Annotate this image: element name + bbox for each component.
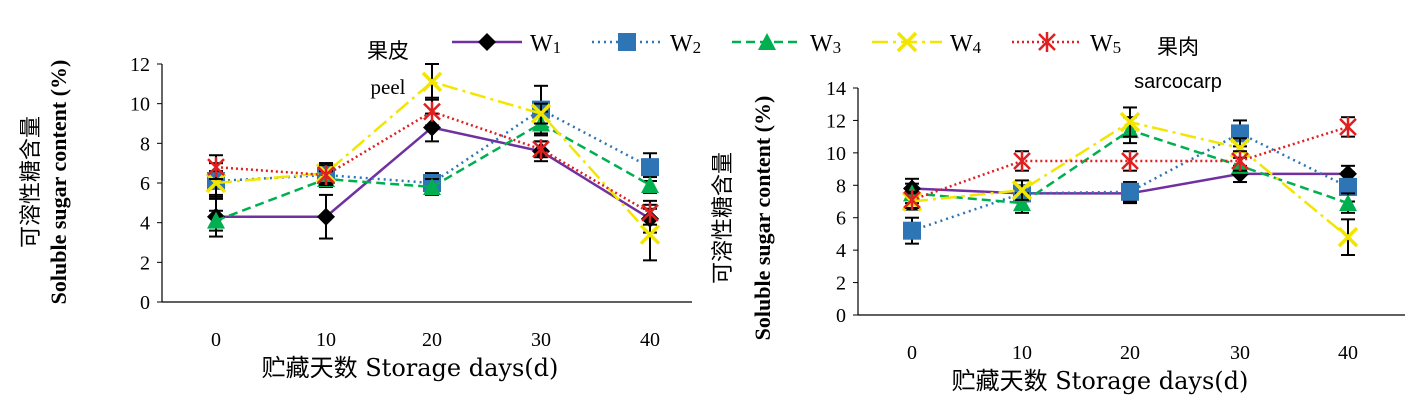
sarcocarp-W5-point-1	[1013, 150, 1031, 171]
peel-ytick-label-4: 8	[140, 133, 150, 155]
peel-ylabel-en: Soluble sugar content (%)	[46, 60, 71, 305]
legend-label-4: W4	[950, 31, 982, 57]
sarcocarp-series-W5	[903, 116, 1357, 210]
sarcocarp-xlabel: 贮藏天数 Storage days(d)	[952, 367, 1249, 395]
sarcocarp-W4-point-1	[1011, 179, 1033, 201]
peel-W5-point-2	[423, 101, 441, 122]
peel-series-W5	[207, 96, 659, 226]
peel-ytick-label-2: 4	[140, 213, 150, 235]
sarcocarp-xtick-label-2: 20	[1120, 342, 1140, 364]
legend-entry-1: W1	[452, 31, 561, 57]
peel-W4-point-0	[205, 172, 227, 194]
peel-W5-line	[215, 110, 651, 214]
legend-entry-4: W4	[872, 31, 982, 57]
peel-W3-point-4	[641, 175, 659, 193]
chart-sarcocarp: 可溶性糖含量 Soluble sugar content (%) 果肉 sarc…	[711, 35, 1405, 395]
peel-W4-line	[215, 80, 651, 236]
peel-xtick-label-2: 20	[422, 329, 442, 351]
peel-W1-point-1	[317, 207, 335, 226]
peel-xtick-label-3: 30	[531, 329, 551, 351]
peel-ytick-label-3: 6	[140, 173, 150, 195]
sarcocarp-W3-point-1	[1013, 194, 1031, 212]
peel-ylabel-zh: 可溶性糖含量	[19, 116, 44, 248]
legend-entry-5: W5	[1012, 31, 1121, 57]
legend-marker-4	[896, 31, 918, 53]
sarcocarp-ytick-label-5: 10	[826, 143, 846, 165]
peel-W5-point-3	[532, 139, 550, 160]
peel-xtick-label-4: 40	[640, 329, 660, 351]
peel-W2-point-4	[641, 158, 659, 177]
sarcocarp-ytick-label-7: 14	[826, 78, 846, 100]
sarcocarp-W5-point-4	[1339, 116, 1357, 137]
legend-marker-5	[1038, 32, 1056, 52]
peel-W3-point-0	[207, 211, 225, 229]
sarcocarp-ytick-label-4: 8	[836, 175, 846, 197]
peel-W4-point-4	[639, 224, 661, 245]
peel-ytick-label-1: 2	[140, 252, 150, 274]
peel-ytick-label-6: 12	[130, 54, 150, 76]
peel-W4-point-2	[421, 71, 443, 93]
peel-series-W4	[205, 63, 661, 262]
sarcocarp-xtick-label-4: 40	[1338, 342, 1358, 364]
sarcocarp-W3-point-4	[1339, 194, 1357, 212]
sarcocarp-annotation-en: sarcocarp	[1134, 71, 1222, 93]
sarcocarp-W2-point-2	[1121, 182, 1139, 201]
sarcocarp-W2-point-0	[903, 221, 921, 240]
peel-W5-point-4	[641, 202, 659, 223]
sarcocarp-xtick-label-0: 0	[907, 342, 917, 364]
sarcocarp-annotation-zh: 果肉	[1157, 35, 1199, 59]
legend-label-5: W5	[1090, 31, 1121, 57]
sarcocarp-ylabel-zh: 可溶性糖含量	[711, 152, 736, 284]
peel-ytick-label-5: 10	[130, 94, 150, 116]
peel-W3-point-2	[423, 177, 441, 195]
peel-W4-point-3	[530, 103, 552, 124]
sarcocarp-ylabel-en: Soluble sugar content (%)	[750, 96, 775, 341]
peel-xlabel: 贮藏天数 Storage days(d)	[262, 354, 559, 382]
sarcocarp-ytick-label-2: 4	[836, 240, 846, 262]
sarcocarp-W4-point-4	[1337, 226, 1359, 248]
peel-annotation-zh: 果皮	[367, 39, 409, 63]
sarcocarp-W5-point-2	[1121, 150, 1139, 171]
peel-W5-point-1	[317, 165, 335, 186]
peel-xtick-label-1: 10	[316, 329, 336, 351]
legend-label-3: W3	[810, 31, 841, 57]
peel-W1-point-2	[423, 118, 441, 137]
peel-xtick-label-0: 0	[211, 329, 221, 351]
legend: W1 W2 W3 W4 W5	[452, 31, 1121, 57]
legend-marker-1	[478, 33, 496, 51]
sarcocarp-ytick-label-6: 12	[826, 110, 846, 132]
sarcocarp-W5-point-0	[903, 189, 921, 210]
peel-W5-point-0	[207, 157, 225, 178]
sarcocarp-W4-point-2	[1119, 111, 1141, 133]
legend-label-2: W2	[670, 31, 701, 57]
legend-entry-2: W2	[592, 31, 701, 57]
peel-annotation-en: peel	[371, 75, 406, 99]
sarcocarp-xtick-label-3: 30	[1230, 342, 1250, 364]
peel-ytick-label-0: 0	[140, 292, 150, 314]
peel-W3-line	[215, 122, 651, 222]
legend-entry-3: W3	[732, 31, 841, 57]
sarcocarp-W5-point-3	[1231, 150, 1249, 171]
sarcocarp-ytick-label-0: 0	[836, 305, 846, 327]
sarcocarp-W2-point-4	[1339, 177, 1357, 196]
chart-peel: 可溶性糖含量 Soluble sugar content (%) 果皮 peel…	[19, 39, 692, 382]
legend-marker-3	[758, 33, 776, 50]
legend-label-1: W1	[530, 31, 561, 57]
legend-marker-2	[618, 33, 636, 51]
sarcocarp-ytick-label-3: 6	[836, 208, 846, 230]
sarcocarp-xtick-label-1: 10	[1012, 342, 1032, 364]
sarcocarp-ytick-label-1: 2	[836, 273, 846, 295]
